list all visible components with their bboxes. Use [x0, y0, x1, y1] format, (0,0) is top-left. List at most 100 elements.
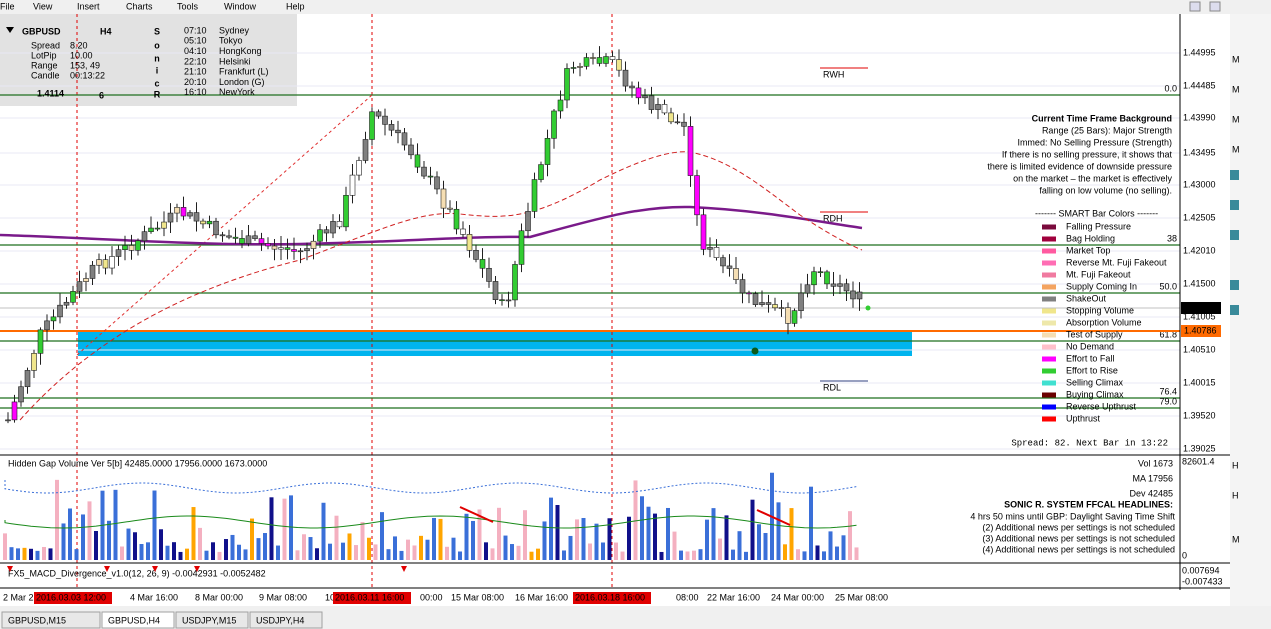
- candle-body: [518, 230, 525, 265]
- legend-label: ShakeOut: [1066, 293, 1107, 303]
- toolbar-button[interactable]: [1230, 230, 1239, 240]
- candle-body: [375, 111, 382, 117]
- candle-body: [310, 240, 317, 249]
- candle-body: [447, 207, 453, 210]
- volume-bar: [302, 534, 306, 560]
- candle-body: [492, 281, 499, 301]
- background-line: Range (25 Bars): Major Strength: [1042, 125, 1172, 135]
- candle-body: [11, 401, 18, 421]
- legend-label: Bag Holding: [1066, 233, 1115, 243]
- bid-price: 1.4114: [37, 88, 64, 98]
- legend-label: Supply Coming In: [1066, 281, 1137, 291]
- date-highlight-box: [34, 592, 112, 604]
- candle-body: [785, 307, 791, 324]
- headlines-title: SONIC R. SYSTEM FFCAL HEADLINES:: [1004, 499, 1173, 509]
- candle-body: [154, 227, 161, 230]
- candle-body: [746, 292, 752, 295]
- chart-tab[interactable]: [249, 611, 323, 629]
- candle-body: [330, 221, 336, 234]
- legend-label: Falling Pressure: [1066, 221, 1131, 231]
- volume-bar: [802, 551, 807, 560]
- volume-bar: [250, 518, 254, 560]
- news-line: (4) Additional news per settings is not …: [982, 544, 1175, 554]
- candle-body: [791, 310, 798, 324]
- volume-bar: [198, 527, 202, 560]
- price-tick-label: 1.40510: [1183, 344, 1216, 354]
- legend-swatch: [1042, 260, 1056, 266]
- volume-bar: [536, 548, 540, 560]
- price-tick-label: 1.44485: [1183, 80, 1216, 90]
- chart-tab[interactable]: [101, 611, 175, 629]
- candle-body: [564, 68, 570, 101]
- toolbar-letter: M: [1232, 84, 1240, 94]
- volume-bar: [737, 531, 742, 560]
- session-city: Frankfurt (L): [219, 67, 269, 77]
- moving-average-slow: [0, 205, 863, 246]
- candle-body: [135, 240, 141, 251]
- candle-body: [167, 212, 174, 223]
- candle-body: [674, 121, 681, 124]
- volume-bar: [406, 539, 410, 560]
- toolbar-button[interactable]: [1230, 170, 1239, 180]
- candle-body: [505, 299, 512, 302]
- chart-tab[interactable]: [175, 611, 249, 629]
- candle-body: [427, 175, 434, 178]
- volume-bar: [328, 543, 332, 560]
- volume-bar: [659, 551, 664, 560]
- volume-bar: [672, 531, 677, 560]
- chart-tab[interactable]: [1, 611, 101, 629]
- volume-bar: [61, 523, 66, 560]
- volume-bar: [9, 547, 14, 560]
- volume-bar: [22, 547, 27, 560]
- candle-body: [681, 121, 687, 127]
- legend-swatch: [1042, 248, 1056, 254]
- volume-bar: [529, 551, 534, 560]
- symbol: GBPUSD: [22, 26, 61, 36]
- legend-swatch: [1042, 308, 1056, 314]
- window-button[interactable]: [1189, 1, 1201, 12]
- toolbar-button[interactable]: [1230, 280, 1239, 290]
- price-tick-label: 1.39025: [1183, 443, 1216, 453]
- candle-body: [629, 85, 635, 89]
- date-label: 8 Mar 00:00: [195, 592, 243, 602]
- candle-body: [460, 228, 466, 235]
- candle-body: [499, 299, 505, 302]
- candle-body: [830, 283, 837, 287]
- info-label: Spread: [31, 40, 60, 50]
- date-label: 16 Mar 16:00: [515, 592, 568, 602]
- candle-body: [50, 316, 57, 322]
- volume-bar: [139, 544, 144, 560]
- candle-body: [89, 264, 96, 279]
- volume-bar: [107, 520, 111, 560]
- date-highlight-box: [573, 592, 651, 604]
- candle-body: [642, 95, 648, 99]
- volume-bar: [276, 545, 280, 560]
- window-button[interactable]: [1209, 1, 1221, 12]
- volume-bar: [393, 536, 397, 560]
- session-city: HongKong: [219, 46, 262, 56]
- divergence-line: [756, 509, 791, 526]
- toolbar-letter: H: [1232, 460, 1239, 470]
- volume-bar: [68, 508, 72, 560]
- candle-body: [102, 259, 109, 269]
- volume-bar: [29, 548, 33, 560]
- legend-label: Selling Climax: [1066, 377, 1124, 387]
- toolbar-button[interactable]: [1230, 200, 1239, 210]
- candle-body: [434, 176, 440, 190]
- news-line: 4 hrs 50 mins until GBP: Daylight Saving…: [970, 511, 1175, 521]
- toolbar-button[interactable]: [1230, 305, 1239, 315]
- volume-bar: [835, 546, 839, 560]
- sonic-letter: S: [154, 26, 160, 36]
- volume-bar: [185, 548, 189, 560]
- candle-body: [271, 245, 278, 250]
- session-city: Helsinki: [219, 56, 251, 66]
- volume-bar: [445, 546, 449, 560]
- candle-body: [180, 207, 187, 217]
- legend-swatch: [1042, 404, 1056, 410]
- candle-body: [707, 247, 713, 250]
- volume-bar: [633, 480, 638, 560]
- candle-body: [473, 249, 479, 260]
- volume-ma: MA 17956: [1132, 473, 1173, 483]
- volume-bar: [315, 548, 319, 560]
- volume-value: Vol 1673: [1138, 458, 1173, 468]
